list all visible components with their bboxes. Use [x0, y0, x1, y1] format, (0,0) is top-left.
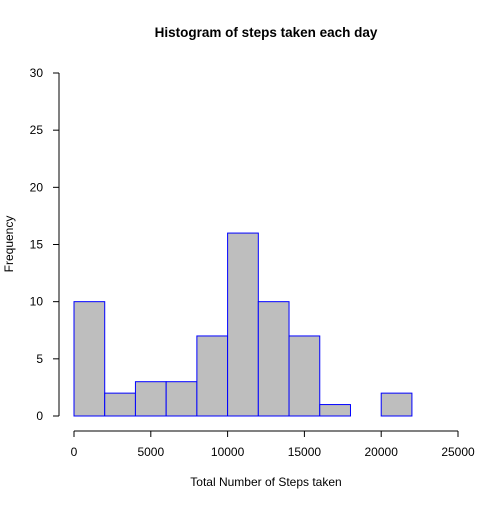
y-tick-label: 0 — [36, 409, 43, 423]
bars-layer — [73, 232, 413, 417]
histogram-bar — [73, 301, 106, 417]
histogram-bar — [134, 381, 167, 417]
x-tick-label: 0 — [71, 445, 78, 459]
histogram-bar — [196, 335, 229, 417]
histogram-bar — [319, 404, 351, 417]
y-tick-label: 20 — [30, 180, 44, 194]
histogram-bar — [257, 301, 290, 417]
x-tick-label: 15000 — [288, 445, 322, 459]
histogram-bar — [165, 381, 198, 417]
x-tick-label: 10000 — [211, 445, 245, 459]
y-axis-label: Frequency — [2, 216, 16, 273]
histogram-bar — [288, 335, 321, 417]
x-tick-label: 5000 — [137, 445, 164, 459]
histogram-bar — [380, 392, 413, 417]
y-tick-label: 30 — [30, 66, 44, 80]
x-axis-label: Total Number of Steps taken — [190, 475, 341, 489]
y-tick-label: 10 — [30, 295, 44, 309]
x-tick-label: 25000 — [441, 445, 475, 459]
x-tick-label: 20000 — [365, 445, 399, 459]
histogram-bar — [104, 392, 136, 417]
y-axis: 0 5 10 15 20 25 30 — [30, 66, 60, 423]
y-tick-label: 25 — [30, 123, 44, 137]
x-axis: 0 5000 10000 15000 20000 25000 — [71, 430, 475, 459]
histogram-bar — [227, 232, 259, 417]
y-tick-label: 15 — [30, 238, 44, 252]
chart-title: Histogram of steps taken each day — [155, 25, 378, 40]
y-tick-label: 5 — [36, 352, 43, 366]
